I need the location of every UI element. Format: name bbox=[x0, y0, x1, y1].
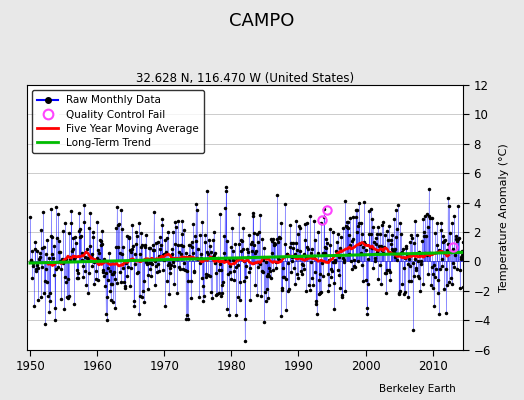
Y-axis label: Temperature Anomaly (°C): Temperature Anomaly (°C) bbox=[499, 143, 509, 292]
Legend: Raw Monthly Data, Quality Control Fail, Five Year Moving Average, Long-Term Tren: Raw Monthly Data, Quality Control Fail, … bbox=[32, 90, 204, 153]
Text: CAMPO: CAMPO bbox=[230, 12, 294, 30]
Title: 32.628 N, 116.470 W (United States): 32.628 N, 116.470 W (United States) bbox=[136, 72, 354, 85]
Text: Berkeley Earth: Berkeley Earth bbox=[379, 384, 456, 394]
